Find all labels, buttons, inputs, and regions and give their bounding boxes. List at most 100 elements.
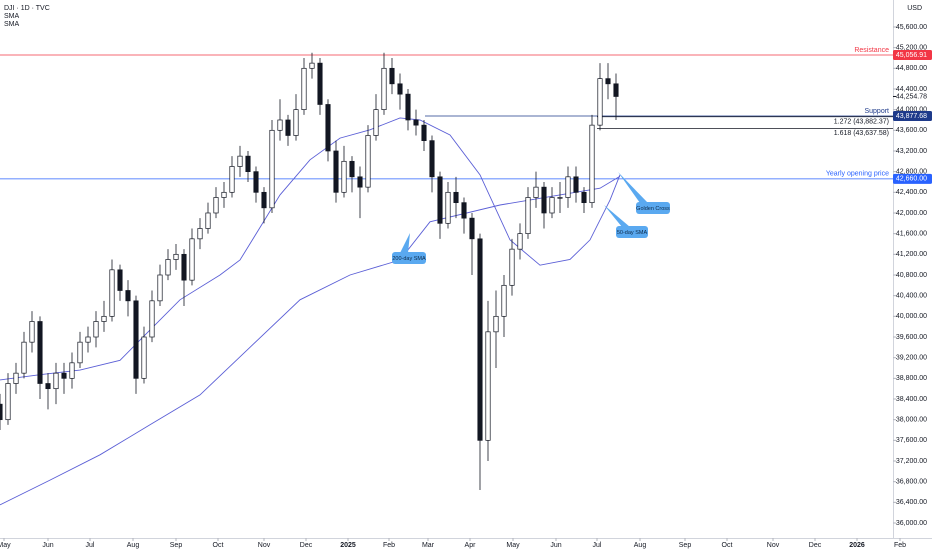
last-price-label: 44,254.78 (896, 93, 927, 100)
candle-body (429, 140, 435, 178)
candle-body (397, 83, 403, 95)
candle-body (101, 315, 107, 322)
candle-body (181, 253, 187, 281)
y-tick-label: 37,600.00 (896, 437, 927, 444)
candle-body (277, 119, 283, 131)
callout-box (616, 226, 648, 238)
candle-body (325, 104, 331, 152)
y-tick-label: 43,200.00 (896, 148, 927, 155)
candle-body (597, 78, 603, 126)
candle-body (533, 186, 539, 198)
y-tick-label: 36,000.00 (896, 520, 927, 527)
candle-body (381, 67, 387, 110)
y-tick-label: 41,600.00 (896, 231, 927, 238)
candle-body (565, 176, 571, 198)
x-tick-label: May (506, 542, 520, 549)
candle-body (581, 191, 587, 204)
candle-body (189, 238, 195, 281)
candle-body (421, 124, 427, 141)
y-tick-label: 40,400.00 (896, 293, 927, 300)
candle-body (141, 336, 147, 379)
fib-label: 1.618 (43,637.58) (834, 130, 889, 137)
x-tick-label: Mar (422, 542, 435, 549)
candle-body (525, 197, 531, 235)
x-tick-label: Feb (894, 542, 906, 549)
y-tick-label: 45,200.00 (896, 44, 927, 51)
y-tick-label: 44,000.00 (896, 106, 927, 113)
candle-body (37, 321, 43, 384)
x-tick-label: Jul (593, 542, 602, 549)
callout-label: 200-day SMA (392, 256, 426, 262)
x-tick-label: Aug (127, 542, 140, 549)
candle-body (509, 248, 515, 286)
fib-label: 1.272 (43,882.37) (834, 119, 889, 126)
x-tick-label: Feb (383, 542, 395, 549)
y-tick-label: 36,400.00 (896, 499, 927, 506)
candle-body (221, 191, 227, 198)
x-tick-label: Sep (170, 542, 183, 549)
candle-body (237, 155, 243, 167)
candle-body (365, 135, 371, 188)
candle-body (493, 315, 499, 333)
candle-body (117, 269, 123, 291)
y-tick-label: 44,400.00 (896, 86, 927, 93)
x-tick-label: Aug (634, 542, 647, 549)
callout-pointer (400, 233, 410, 253)
y-tick-label: 40,000.00 (896, 313, 927, 320)
candle-body (605, 78, 611, 85)
candle-body (173, 253, 179, 260)
candle-body (469, 217, 475, 240)
candle-body (589, 124, 595, 204)
callout-box (392, 252, 426, 264)
level-label: Yearly opening price (826, 171, 889, 178)
candle-body (357, 176, 363, 188)
candle-body (341, 160, 347, 193)
x-tick-label: May (0, 542, 11, 549)
y-tick-label: 45,600.00 (896, 24, 927, 31)
y-tick-label: 36,800.00 (896, 479, 927, 486)
x-tick-label: Apr (465, 542, 477, 549)
x-tick-label: Nov (767, 542, 780, 549)
y-tick-label: 42,000.00 (896, 210, 927, 217)
candle-body (293, 109, 299, 136)
y-tick-label: 40,800.00 (896, 272, 927, 279)
x-tick-label: 2025 (340, 542, 356, 549)
candle-body (125, 290, 131, 302)
candle-body (213, 197, 219, 214)
candle-body (29, 321, 35, 343)
level-price-box (893, 50, 932, 61)
y-tick-label: 37,200.00 (896, 458, 927, 465)
candle-body (69, 362, 75, 379)
x-tick-label: Jun (550, 542, 561, 549)
y-tick-label: 43,600.00 (896, 127, 927, 134)
sma-line (0, 117, 621, 381)
candle-body (349, 160, 355, 178)
candle-body (13, 372, 19, 384)
candle-body (77, 341, 83, 364)
level-price-label: 42,660.00 (896, 176, 927, 183)
candle-body (133, 300, 139, 379)
y-tick-label: 41,200.00 (896, 251, 927, 258)
candle-body (557, 197, 563, 199)
candle-body (61, 372, 67, 379)
candle-body (405, 93, 411, 121)
candle-body (253, 171, 259, 193)
x-tick-label: Sep (679, 542, 692, 549)
y-tick-label: 39,600.00 (896, 334, 927, 341)
chart-title: DJI · 1D · TVC (4, 5, 50, 12)
candle-body (165, 259, 171, 276)
candle-body (301, 67, 307, 110)
y-tick-label: 38,000.00 (896, 417, 927, 424)
candle-body (437, 176, 443, 224)
callout-box (636, 202, 670, 214)
candle-body (549, 197, 555, 214)
candle-body (333, 150, 339, 193)
candle-body (517, 233, 523, 250)
x-tick-label: Dec (809, 542, 822, 549)
x-tick-label: Dec (300, 542, 313, 549)
candle-body (261, 191, 267, 209)
candle-body (373, 109, 379, 136)
x-tick-label: Jul (86, 542, 95, 549)
